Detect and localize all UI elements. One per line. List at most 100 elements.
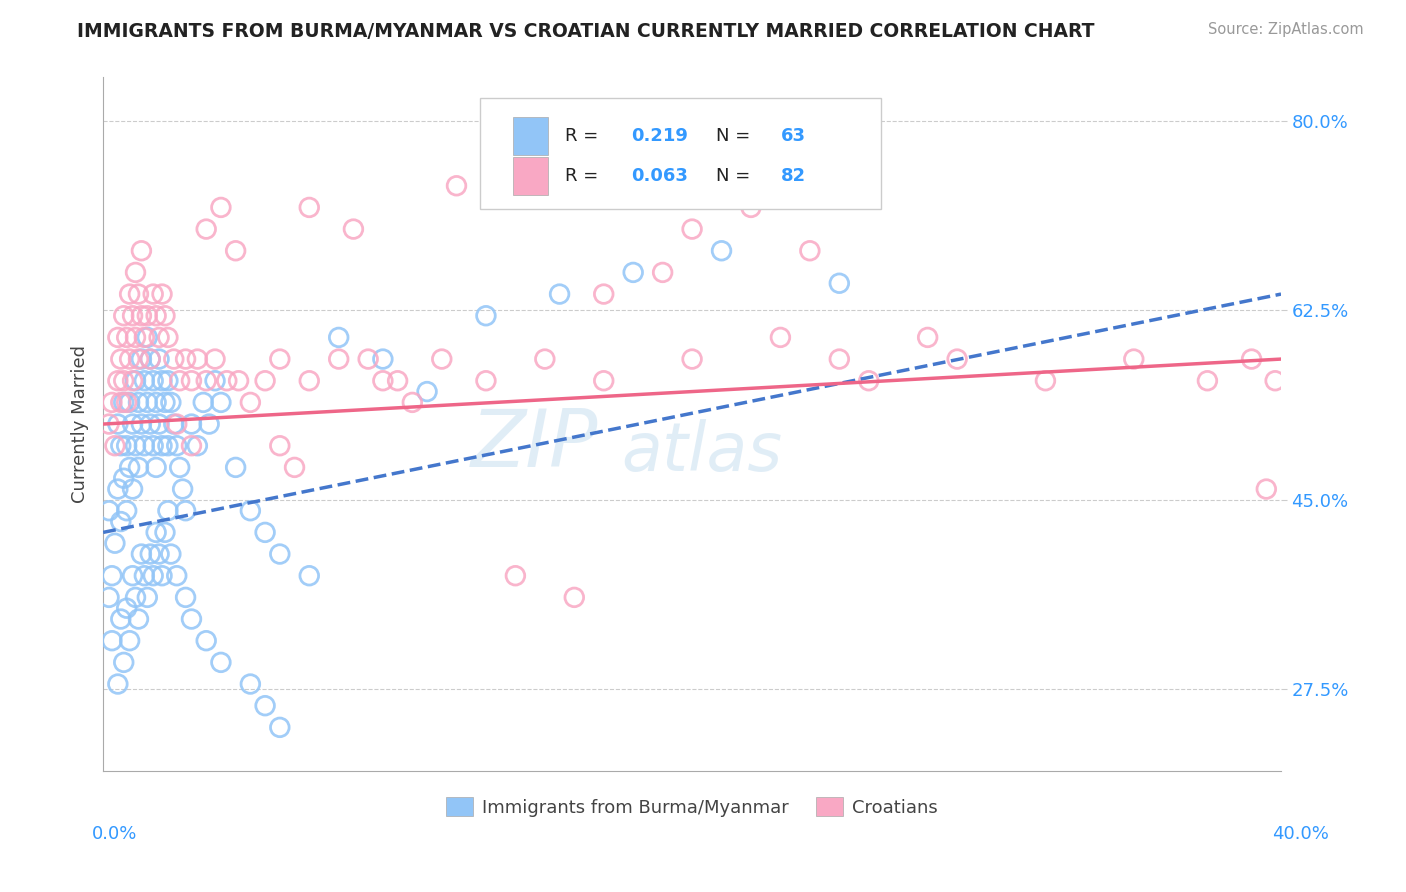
- Point: [156, 374, 179, 388]
- Point: [710, 244, 733, 258]
- Point: [112, 471, 135, 485]
- Point: [134, 374, 156, 388]
- Point: [115, 330, 138, 344]
- Point: [1264, 374, 1286, 388]
- Point: [127, 352, 149, 367]
- Point: [160, 395, 183, 409]
- Point: [298, 568, 321, 582]
- Point: [681, 352, 703, 367]
- Point: [124, 591, 146, 605]
- Point: [139, 547, 162, 561]
- Point: [142, 568, 165, 582]
- Point: [107, 330, 129, 344]
- Point: [828, 352, 851, 367]
- Point: [150, 439, 173, 453]
- Text: 63: 63: [780, 127, 806, 145]
- Point: [131, 244, 153, 258]
- Point: [166, 417, 188, 431]
- Point: [148, 547, 170, 561]
- Point: [148, 352, 170, 367]
- Point: [1240, 352, 1263, 367]
- Text: Source: ZipAtlas.com: Source: ZipAtlas.com: [1208, 22, 1364, 37]
- Point: [195, 633, 218, 648]
- Point: [107, 374, 129, 388]
- Point: [180, 439, 202, 453]
- Point: [110, 352, 132, 367]
- Point: [298, 201, 321, 215]
- Point: [156, 330, 179, 344]
- Point: [131, 417, 153, 431]
- Point: [145, 460, 167, 475]
- Point: [142, 374, 165, 388]
- Text: atlas: atlas: [621, 419, 783, 484]
- Point: [136, 330, 159, 344]
- Point: [118, 633, 141, 648]
- Point: [269, 547, 291, 561]
- Point: [446, 178, 468, 193]
- Point: [139, 352, 162, 367]
- Point: [104, 536, 127, 550]
- Point: [112, 395, 135, 409]
- Point: [1035, 374, 1057, 388]
- Point: [239, 504, 262, 518]
- Point: [681, 222, 703, 236]
- Point: [134, 439, 156, 453]
- Point: [115, 395, 138, 409]
- Point: [121, 309, 143, 323]
- Point: [115, 601, 138, 615]
- Point: [174, 352, 197, 367]
- Point: [127, 612, 149, 626]
- Point: [239, 677, 262, 691]
- Point: [134, 330, 156, 344]
- Text: N =: N =: [716, 127, 755, 145]
- Point: [180, 612, 202, 626]
- Point: [169, 460, 191, 475]
- Point: [1197, 374, 1219, 388]
- Point: [124, 374, 146, 388]
- Text: ZIP: ZIP: [471, 406, 598, 483]
- Point: [101, 568, 124, 582]
- Point: [592, 374, 614, 388]
- Point: [475, 374, 498, 388]
- Point: [195, 222, 218, 236]
- Point: [101, 633, 124, 648]
- Point: [254, 698, 277, 713]
- Point: [98, 504, 121, 518]
- Point: [166, 568, 188, 582]
- Point: [104, 439, 127, 453]
- Point: [115, 439, 138, 453]
- Point: [118, 352, 141, 367]
- Point: [118, 395, 141, 409]
- Point: [145, 395, 167, 409]
- Point: [142, 287, 165, 301]
- Point: [150, 374, 173, 388]
- Point: [98, 591, 121, 605]
- Point: [98, 417, 121, 431]
- Point: [148, 330, 170, 344]
- Point: [107, 677, 129, 691]
- Point: [145, 525, 167, 540]
- Point: [110, 515, 132, 529]
- Point: [946, 352, 969, 367]
- Point: [112, 374, 135, 388]
- Point: [204, 352, 226, 367]
- Point: [505, 157, 527, 171]
- Point: [110, 395, 132, 409]
- Point: [115, 504, 138, 518]
- Point: [328, 330, 350, 344]
- Point: [562, 591, 585, 605]
- Point: [127, 395, 149, 409]
- Point: [121, 374, 143, 388]
- Point: [127, 287, 149, 301]
- Point: [387, 374, 409, 388]
- Point: [193, 395, 215, 409]
- Text: 0.219: 0.219: [631, 127, 688, 145]
- Point: [121, 482, 143, 496]
- Point: [101, 395, 124, 409]
- Point: [139, 352, 162, 367]
- Text: 0.0%: 0.0%: [91, 825, 136, 843]
- Point: [163, 417, 186, 431]
- Text: N =: N =: [716, 167, 755, 185]
- Point: [131, 352, 153, 367]
- Point: [342, 222, 364, 236]
